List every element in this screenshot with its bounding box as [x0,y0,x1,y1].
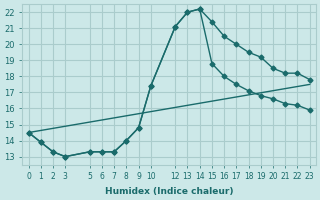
X-axis label: Humidex (Indice chaleur): Humidex (Indice chaleur) [105,187,233,196]
